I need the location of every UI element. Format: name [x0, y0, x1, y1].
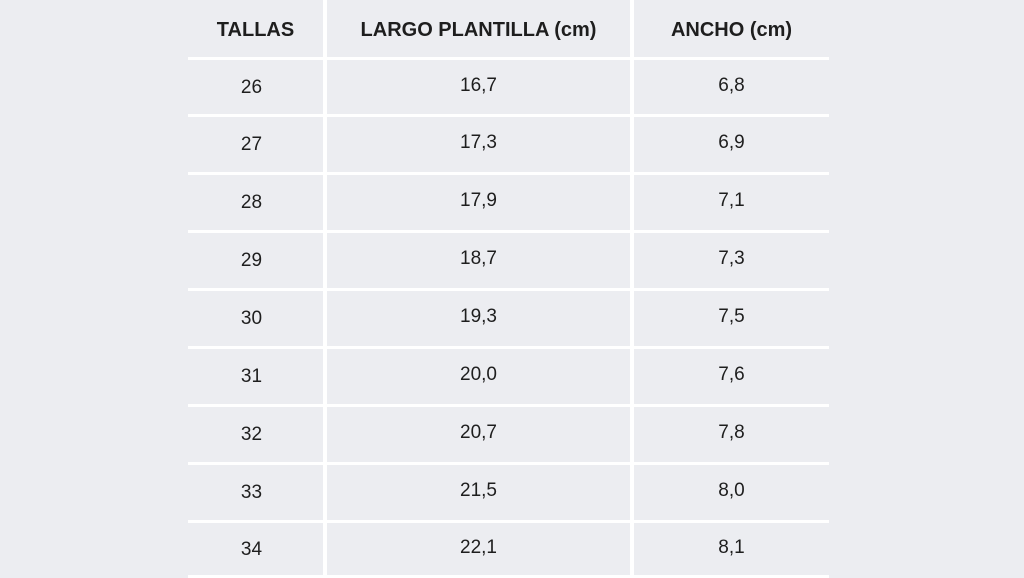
- width-cell: 7,1: [718, 190, 745, 211]
- length-cell: 22,1: [460, 536, 497, 558]
- length-cell: 16,7: [460, 74, 497, 96]
- width-cell: 7,5: [718, 306, 745, 327]
- row-divider: [188, 288, 829, 291]
- length-cell: 19,3: [460, 306, 497, 327]
- width-cell: 6,8: [718, 74, 745, 96]
- length-cell: 18,7: [460, 248, 497, 269]
- row-divider: [188, 462, 829, 465]
- row-divider: [188, 172, 829, 175]
- size-cell: 33: [240, 482, 263, 503]
- row-divider: [188, 404, 829, 407]
- size-cell: 29: [240, 250, 263, 271]
- row-divider: [188, 114, 829, 117]
- column-header: TALLAS: [216, 19, 295, 41]
- width-cell: 8,0: [718, 480, 745, 501]
- size-cell: 32: [240, 424, 263, 445]
- length-cell: 21,5: [460, 480, 497, 501]
- size-cell: 30: [240, 308, 263, 329]
- row-divider: [188, 230, 829, 233]
- column-header: ANCHO (cm): [670, 19, 793, 41]
- column-header: LARGO PLANTILLA (cm): [360, 19, 597, 41]
- length-cell: 20,0: [460, 364, 497, 385]
- size-cell: 31: [240, 366, 263, 387]
- width-cell: 7,8: [718, 422, 745, 443]
- size-cell: 27: [240, 134, 263, 155]
- size-cell: 34: [240, 538, 263, 560]
- row-divider: [188, 346, 829, 349]
- length-cell: 17,9: [460, 190, 497, 211]
- size-cell: 28: [240, 192, 263, 213]
- length-cell: 17,3: [460, 132, 497, 153]
- row-divider: [188, 57, 829, 60]
- size-cell: 26: [240, 76, 263, 98]
- length-cell: 20,7: [460, 422, 497, 443]
- width-cell: 8,1: [718, 536, 745, 558]
- row-divider: [188, 520, 829, 523]
- width-cell: 6,9: [718, 132, 745, 153]
- width-cell: 7,6: [718, 364, 745, 385]
- width-cell: 7,3: [718, 248, 745, 269]
